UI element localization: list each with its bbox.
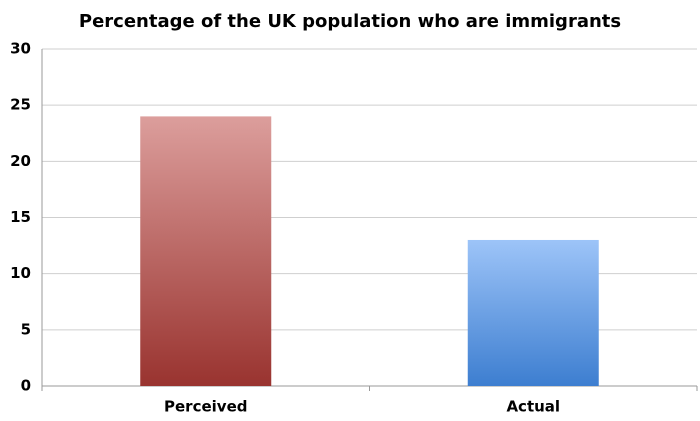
y-tick-label: 30 bbox=[10, 40, 31, 58]
y-tick-label: 25 bbox=[10, 96, 31, 114]
y-tick-label: 20 bbox=[10, 152, 31, 170]
y-tick-label: 10 bbox=[10, 264, 31, 282]
x-tick-label: Perceived bbox=[164, 398, 247, 416]
y-tick-label: 15 bbox=[10, 208, 31, 226]
x-tick-label: Actual bbox=[506, 398, 560, 416]
y-tick-label: 5 bbox=[21, 320, 31, 338]
chart-title: Percentage of the UK population who are … bbox=[79, 11, 621, 32]
y-tick-label: 0 bbox=[21, 377, 31, 395]
bar bbox=[467, 239, 599, 386]
bar bbox=[140, 116, 272, 387]
